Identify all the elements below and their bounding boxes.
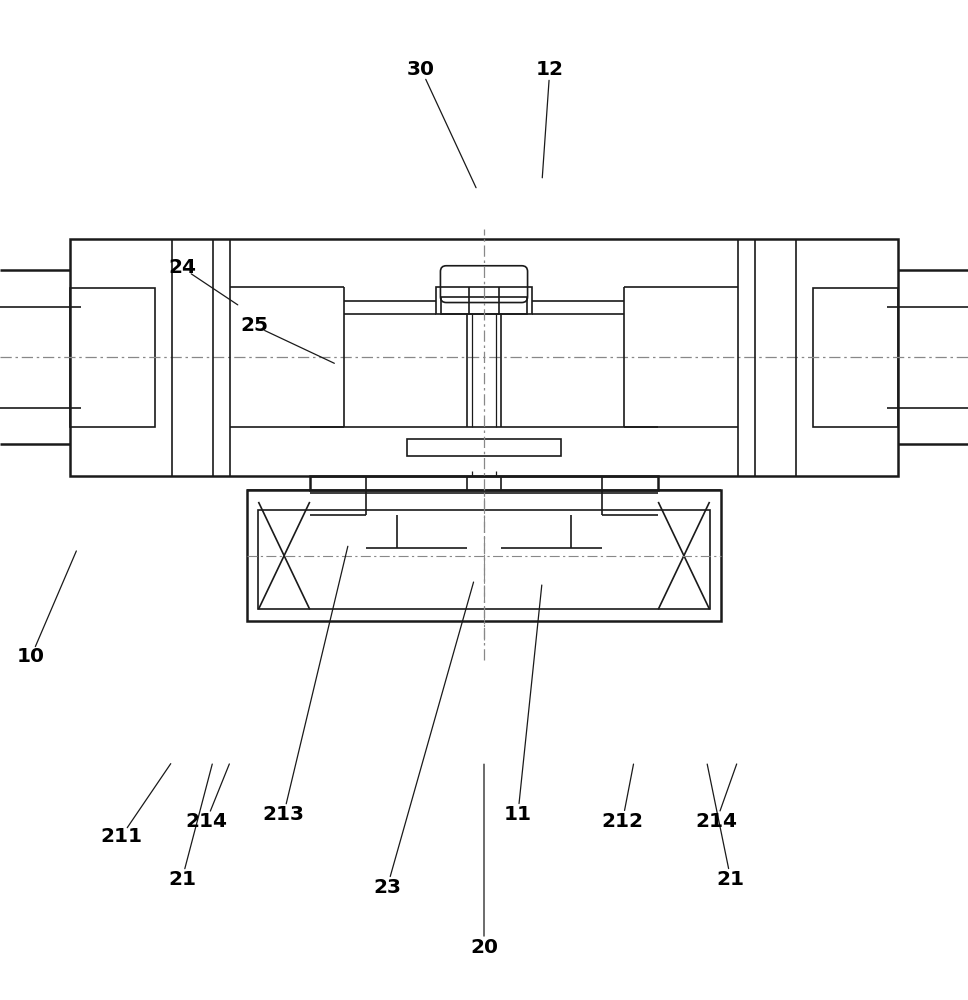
Bar: [407, 439, 561, 456]
Bar: [436, 287, 532, 314]
Text: 21: 21: [168, 870, 196, 889]
Bar: [813, 288, 898, 427]
Text: 213: 213: [262, 805, 305, 824]
Text: 30: 30: [408, 60, 435, 79]
Text: 214: 214: [695, 812, 738, 831]
Text: 24: 24: [168, 258, 196, 277]
Bar: [258, 510, 710, 609]
Text: 20: 20: [470, 938, 498, 957]
Bar: [247, 490, 721, 621]
Bar: [70, 239, 898, 476]
Text: 25: 25: [241, 316, 268, 335]
Text: 23: 23: [374, 878, 401, 897]
Text: 21: 21: [717, 870, 744, 889]
Bar: [70, 288, 155, 427]
Text: 211: 211: [100, 827, 142, 846]
Text: 10: 10: [17, 647, 45, 666]
Text: 11: 11: [504, 805, 531, 824]
Text: 214: 214: [185, 812, 227, 831]
Text: 12: 12: [536, 60, 563, 79]
Bar: [441, 297, 527, 314]
Text: 212: 212: [601, 812, 644, 831]
Bar: [310, 476, 658, 490]
